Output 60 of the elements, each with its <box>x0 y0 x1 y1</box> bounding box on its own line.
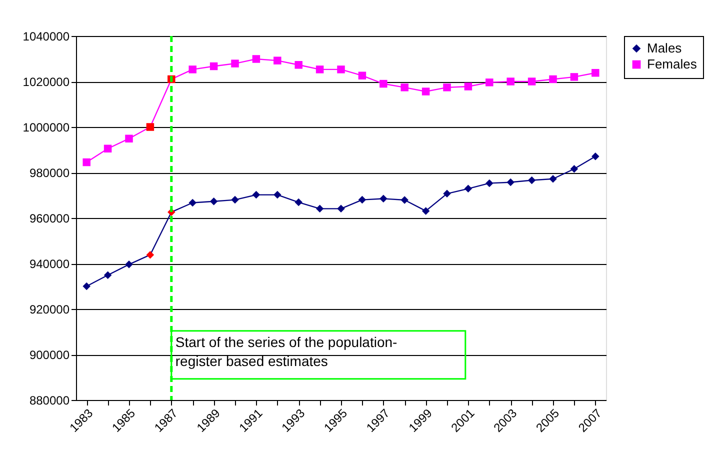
legend-label: Males <box>647 40 682 56</box>
point <box>294 198 302 206</box>
point <box>188 198 196 207</box>
point <box>125 134 133 142</box>
point <box>506 178 514 186</box>
y-tick-label: 880000 <box>29 394 70 408</box>
point <box>422 88 430 96</box>
point <box>358 196 366 204</box>
point <box>210 198 218 206</box>
point <box>528 78 536 86</box>
point <box>464 184 472 193</box>
point <box>422 207 430 215</box>
y-tick-label: 900000 <box>29 348 70 362</box>
point <box>274 56 282 64</box>
point <box>380 80 388 88</box>
point <box>570 164 578 173</box>
point <box>592 152 600 160</box>
point <box>82 158 90 166</box>
point <box>82 282 90 290</box>
point <box>400 84 408 92</box>
point <box>316 204 324 213</box>
point <box>380 194 388 203</box>
point <box>337 66 345 74</box>
point <box>464 82 472 90</box>
point <box>210 62 218 70</box>
point <box>294 61 302 69</box>
point <box>358 72 366 80</box>
point <box>125 260 133 268</box>
point <box>274 190 282 199</box>
point <box>486 78 494 86</box>
point <box>188 66 196 74</box>
y-tick-label: 1000000 <box>22 120 70 134</box>
point <box>443 84 451 92</box>
point <box>400 196 408 204</box>
legend-label: Females <box>647 56 698 72</box>
point <box>443 190 451 198</box>
point <box>231 60 239 68</box>
point <box>104 144 112 152</box>
point <box>252 190 260 199</box>
y-tick-label: 960000 <box>29 212 70 226</box>
y-tick-label: 920000 <box>29 302 70 316</box>
y-tick-label: 940000 <box>29 257 70 271</box>
point <box>506 78 514 86</box>
point <box>592 68 600 77</box>
ref-line-label: Start of the series of the population-register based estimates <box>175 334 398 369</box>
y-tick-label: 1040000 <box>22 30 70 44</box>
point <box>231 196 239 204</box>
point <box>146 250 154 259</box>
point <box>570 73 578 81</box>
point <box>316 66 324 74</box>
point <box>337 204 345 213</box>
point <box>549 174 557 183</box>
point <box>549 75 557 84</box>
y-tick-label: 1020000 <box>22 75 70 89</box>
y-tick-label: 980000 <box>29 166 70 180</box>
point <box>146 123 154 131</box>
point <box>486 179 494 188</box>
point <box>528 176 536 184</box>
point <box>104 271 112 279</box>
point <box>252 55 260 63</box>
